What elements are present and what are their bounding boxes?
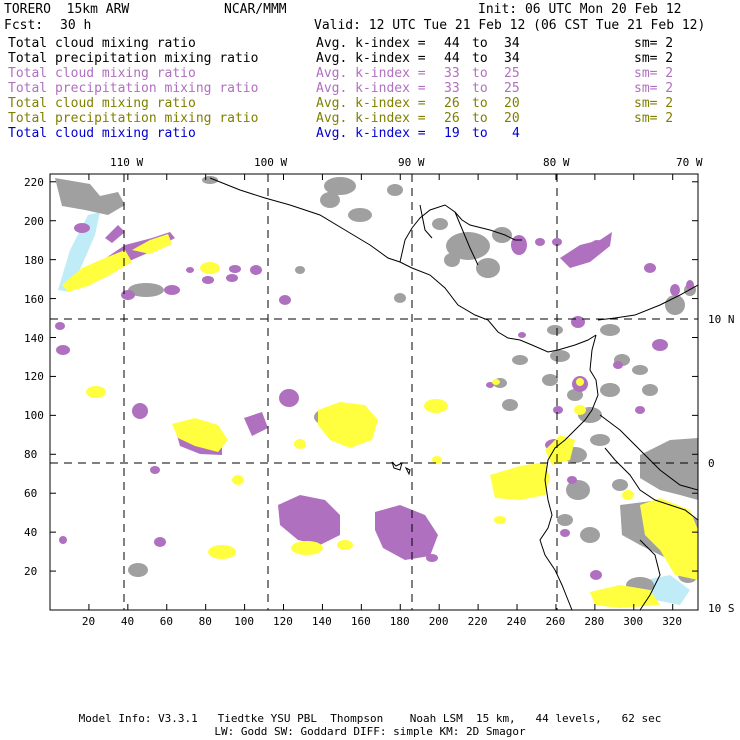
lat-label: 10 N bbox=[708, 313, 735, 326]
legend-smoothing: sm= 2 bbox=[634, 36, 674, 51]
x-tick-label: 320 bbox=[662, 615, 683, 628]
coastline bbox=[209, 177, 698, 610]
x-tick-label: 80 bbox=[198, 615, 212, 628]
x-tick-label: 280 bbox=[584, 615, 605, 628]
x-tick-label: 20 bbox=[81, 615, 96, 628]
legend-kindex-to: 34 bbox=[504, 36, 520, 51]
x-tick-label: 200 bbox=[428, 615, 449, 628]
legend-field: Total cloud mixing ratio bbox=[8, 66, 196, 81]
legend-to-word: to bbox=[472, 111, 488, 126]
x-tick-label: 220 bbox=[467, 615, 488, 628]
y-tick-label: 80 bbox=[24, 448, 38, 462]
valid-time: Valid: 12 UTC Tue 21 Feb 12 (06 CST Tue … bbox=[314, 18, 706, 33]
lon-label: 90 W bbox=[398, 156, 425, 169]
x-tick-label: 120 bbox=[273, 615, 293, 628]
x-tick-label: 300 bbox=[623, 615, 644, 628]
legend-smoothing: sm= 2 bbox=[634, 111, 674, 126]
init-time: Init: 06 UTC Mon 20 Feb 12 bbox=[478, 2, 682, 17]
x-tick-label: 180 bbox=[389, 615, 410, 628]
x-tick-label: 60 bbox=[159, 615, 173, 628]
x-tick-label: 40 bbox=[120, 615, 135, 628]
legend-kindex-label: Avg. k-index = bbox=[316, 66, 426, 81]
purple-precip-areas bbox=[55, 223, 694, 580]
yellow-areas bbox=[62, 234, 698, 608]
legend-kindex-to: 34 bbox=[504, 51, 520, 66]
x-tick-label: 100 bbox=[234, 615, 254, 628]
y-tick-label: 20 bbox=[24, 565, 38, 579]
y-tick-label: 200 bbox=[24, 214, 44, 228]
legend-kindex-from: 33 bbox=[444, 81, 460, 96]
y-tick-label: 60 bbox=[24, 487, 38, 501]
legend-to-word: to bbox=[472, 126, 488, 141]
legend-field: Total precipitation mixing ratio bbox=[8, 81, 259, 96]
lat-label: 0 bbox=[708, 457, 715, 470]
y-tick-label: 100 bbox=[24, 409, 44, 423]
y-tick-label: 180 bbox=[24, 253, 44, 267]
legend-field: Total cloud mixing ratio bbox=[8, 126, 196, 141]
legend-kindex-to: 20 bbox=[504, 96, 520, 111]
legend-kindex-from: 33 bbox=[444, 66, 460, 81]
legend-to-word: to bbox=[472, 66, 488, 81]
legend-smoothing: sm= 2 bbox=[634, 96, 674, 111]
x-tick-label: 240 bbox=[506, 615, 527, 628]
x-tick-label: 260 bbox=[545, 615, 566, 628]
y-tick-label: 140 bbox=[24, 331, 44, 345]
legend-kindex-to: 25 bbox=[504, 66, 520, 81]
legend-kindex-from: 26 bbox=[444, 111, 460, 126]
legend-smoothing: sm= 2 bbox=[634, 51, 674, 66]
legend-to-word: to bbox=[472, 51, 488, 66]
gray-cloud-areas bbox=[55, 176, 698, 593]
legend-smoothing: sm= 2 bbox=[634, 66, 674, 81]
model-info-line1: Model Info: V3.3.1 Tiedtke YSU PBL Thomp… bbox=[78, 712, 662, 725]
legend-kindex-to: 4 bbox=[512, 126, 520, 141]
lon-label: 100 W bbox=[254, 156, 288, 169]
legend-field: Total precipitation mixing ratio bbox=[8, 51, 259, 66]
y-tick-label: 160 bbox=[24, 292, 44, 306]
lat-label: 10 S bbox=[708, 602, 735, 615]
x-tick-label: 160 bbox=[350, 615, 371, 628]
y-tick-label: 120 bbox=[24, 370, 44, 384]
legend-kindex-from: 44 bbox=[444, 51, 460, 66]
model-title: TORERO 15km ARW bbox=[4, 2, 130, 17]
legend-kindex-to: 25 bbox=[504, 81, 520, 96]
y-tick-label: 40 bbox=[24, 526, 38, 540]
legend-to-word: to bbox=[472, 96, 488, 111]
legend-kindex-label: Avg. k-index = bbox=[316, 36, 426, 51]
legend-kindex-label: Avg. k-index = bbox=[316, 126, 426, 141]
legend-kindex-from: 44 bbox=[444, 36, 460, 51]
y-tick-label: 220 bbox=[24, 175, 44, 189]
model-info-line2: LW: Godd SW: Goddard DIFF: simple KM: 2D… bbox=[214, 725, 526, 738]
legend-kindex-label: Avg. k-index = bbox=[316, 96, 426, 111]
forecast-label: Fcst: bbox=[4, 18, 44, 33]
lon-label: 70 W bbox=[676, 156, 703, 169]
legend-kindex-label: Avg. k-index = bbox=[316, 81, 426, 96]
graticule bbox=[50, 174, 698, 610]
legend-kindex-from: 19 bbox=[444, 126, 460, 141]
legend-to-word: to bbox=[472, 36, 488, 51]
x-tick-label: 140 bbox=[311, 615, 332, 628]
legend-smoothing: sm= 2 bbox=[634, 81, 674, 96]
legend-field: Total cloud mixing ratio bbox=[8, 36, 196, 51]
legend-kindex-label: Avg. k-index = bbox=[316, 111, 426, 126]
legend-field: Total precipitation mixing ratio bbox=[8, 111, 259, 126]
axis-ticks bbox=[50, 174, 698, 610]
plot-frame bbox=[49, 173, 699, 611]
legend-kindex-to: 20 bbox=[504, 111, 520, 126]
lon-label: 80 W bbox=[543, 156, 570, 169]
legend-field: Total cloud mixing ratio bbox=[8, 96, 196, 111]
org-label: NCAR/MMM bbox=[224, 2, 287, 17]
forecast-hours: 30 h bbox=[60, 18, 92, 33]
lon-label: 110 W bbox=[110, 156, 144, 169]
legend-to-word: to bbox=[472, 81, 488, 96]
legend-kindex-label: Avg. k-index = bbox=[316, 51, 426, 66]
legend-kindex-from: 26 bbox=[444, 96, 460, 111]
field-layer bbox=[55, 176, 698, 608]
